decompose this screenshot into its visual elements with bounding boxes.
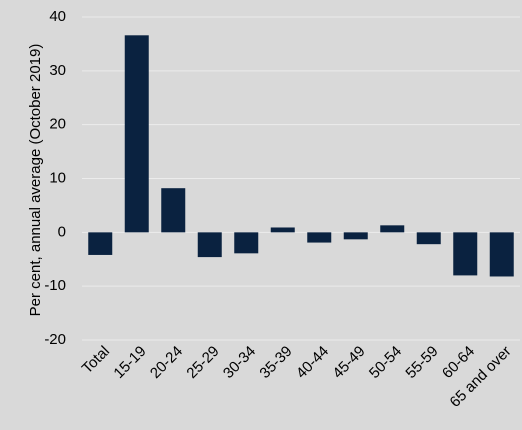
bar <box>161 188 186 233</box>
x-tick-label: 30-34 <box>220 343 259 382</box>
bar <box>234 232 259 254</box>
y-axis-label: Per cent, annual average (October 2019) <box>27 44 44 317</box>
x-tick-label: 35-39 <box>256 343 295 382</box>
bar <box>343 232 368 240</box>
bar <box>88 232 113 255</box>
bar <box>124 35 149 233</box>
bar <box>453 232 478 276</box>
y-tick-label: 20 <box>49 116 66 133</box>
bar <box>489 232 514 277</box>
y-tick-label: 30 <box>49 62 66 79</box>
y-tick-label: 0 <box>58 223 66 240</box>
x-tick-label: 25-29 <box>183 343 222 382</box>
x-tick-label: 20-24 <box>147 343 186 382</box>
x-tick-label: 55-59 <box>402 343 441 382</box>
bar <box>197 232 222 258</box>
y-tick-label: -10 <box>44 277 66 294</box>
x-tick-label: 45-49 <box>329 343 368 382</box>
y-tick-label: -20 <box>44 331 66 348</box>
x-tick-label: Total <box>79 343 113 377</box>
bar <box>307 232 332 243</box>
x-tick-label: 15-19 <box>110 343 149 382</box>
x-tick-label: 50-54 <box>366 343 405 382</box>
bar <box>270 227 295 233</box>
y-tick-label: 40 <box>49 8 66 25</box>
bar <box>416 232 441 245</box>
y-tick-label: 10 <box>49 169 66 186</box>
bar <box>380 225 405 233</box>
x-tick-label: 40-44 <box>293 343 332 382</box>
